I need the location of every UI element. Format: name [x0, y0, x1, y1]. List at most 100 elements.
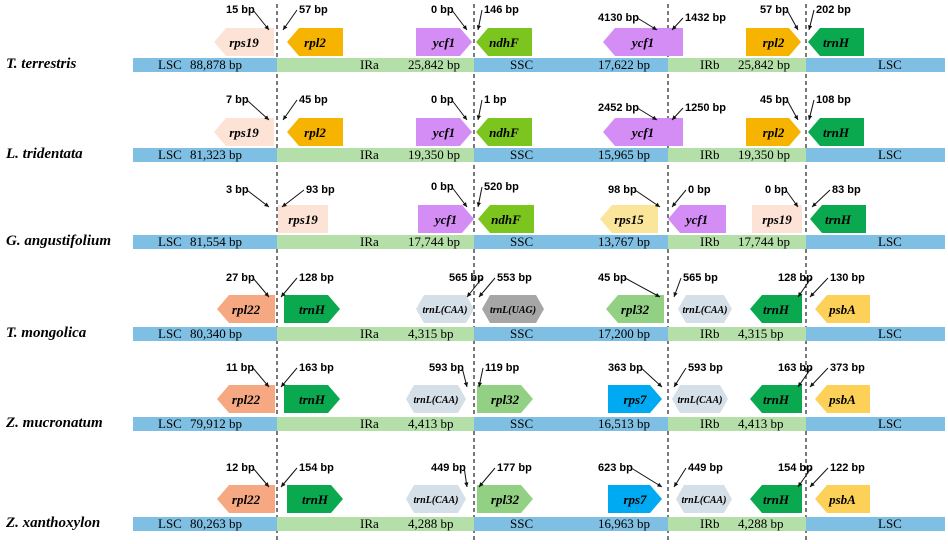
bp-arrow-head [810, 292, 815, 297]
ira-length: 4,315 bp [408, 326, 454, 341]
gene-label: rpl2 [763, 35, 785, 50]
species-name: Z. mucronatum [5, 415, 103, 431]
bp-label: 154 bp [299, 462, 334, 474]
gene-box [606, 295, 664, 323]
gene-box [214, 28, 274, 56]
bp-label: 449 bp [688, 462, 723, 474]
bp-label: 449 bp [431, 462, 466, 474]
bp-arrow-head [793, 25, 798, 30]
bp-arrow-head [652, 115, 657, 120]
ira-bar [277, 58, 474, 72]
gene-label: trnH [763, 492, 790, 507]
bp-label: 373 bp [830, 362, 865, 374]
lsc-length: 81,323 bp [190, 147, 242, 162]
gene-box [214, 118, 274, 146]
bp-arrow-head [798, 292, 803, 297]
gene-label: ycf1 [433, 212, 457, 227]
ssc-label: SSC [510, 326, 533, 341]
irb-length: 4,315 bp [738, 326, 784, 341]
bp-arrow-head [655, 292, 660, 297]
bp-arrow-head [810, 382, 815, 387]
bp-label: 202 bp [816, 4, 851, 16]
ira-length: 4,413 bp [408, 416, 454, 431]
ssc-label: SSC [510, 147, 533, 162]
ssc-length: 13,767 bp [598, 234, 650, 249]
gene-box [810, 205, 866, 233]
irb-length: 4,288 bp [738, 516, 784, 531]
gene-box [476, 28, 532, 56]
bp-arrow-head [462, 202, 467, 207]
gene-label: trnL(CAA) [413, 495, 458, 506]
bp-label: 146 bp [484, 4, 519, 16]
bp-arrow-head [264, 25, 269, 30]
gene-box [284, 295, 340, 323]
gene-box [477, 385, 533, 413]
bp-label: 3 bp [226, 184, 249, 196]
bp-arrow-line [630, 467, 663, 488]
ira-length: 19,350 bp [408, 147, 460, 162]
gene-box [287, 118, 343, 146]
bp-arrow-head [674, 482, 679, 487]
bp-arrow-head [283, 115, 288, 120]
gene-label: trnH [823, 35, 850, 50]
bp-label: 45 bp [598, 272, 627, 284]
gene-box [808, 28, 864, 56]
ssc-length: 16,963 bp [598, 516, 650, 531]
irb-label: IRb [700, 416, 720, 431]
gene-box [608, 385, 662, 413]
lsc-label: LSC [158, 234, 182, 249]
bp-arrow-head [655, 202, 660, 207]
bp-label: 0 bp [431, 4, 454, 16]
bp-label: 57 bp [299, 4, 328, 16]
irb-bar [668, 235, 806, 249]
ira-bar [277, 327, 474, 341]
ssc-label: SSC [510, 234, 533, 249]
bp-label: 45 bp [299, 94, 328, 106]
lsc-bar [133, 58, 277, 72]
bp-label: 98 bp [608, 184, 637, 196]
irb-bar [668, 58, 806, 72]
ssc-length: 16,513 bp [598, 416, 650, 431]
gene-box [217, 385, 275, 413]
bp-label: 57 bp [760, 4, 789, 16]
ira-label: IRa [360, 57, 379, 72]
bp-arrow-head [807, 115, 813, 120]
bp-arrow-head [476, 115, 482, 120]
gene-label: trnH [825, 212, 852, 227]
bp-arrow-head [657, 482, 662, 487]
bp-arrow-head [673, 292, 678, 297]
ira-length: 25,842 bp [408, 57, 460, 72]
bp-label: 1250 bp [685, 102, 726, 114]
bp-label: 83 bp [832, 184, 861, 196]
bp-arrow-head [463, 382, 469, 387]
ira-length: 17,744 bp [408, 234, 460, 249]
gene-label: trnL(UAG) [490, 305, 536, 316]
bp-label: 4130 bp [598, 12, 639, 24]
bp-arrow-line [634, 189, 661, 208]
bp-label: 0 bp [688, 184, 711, 196]
gene-box [482, 295, 544, 323]
bp-label: 565 bp [449, 272, 484, 284]
bp-arrow-head [672, 115, 677, 120]
ira-label: IRa [360, 416, 379, 431]
bp-arrow-head [479, 482, 484, 487]
gene-box [676, 485, 732, 513]
lsc-end-label: LSC [878, 147, 902, 162]
gene-box [750, 295, 802, 323]
species-name: T. mongolica [6, 325, 87, 341]
bp-label: 12 bp [226, 462, 255, 474]
bp-arrow-head [281, 292, 286, 297]
bp-arrow-head [476, 25, 482, 30]
gene-label: trnH [299, 392, 326, 407]
bp-arrow-head [282, 202, 287, 207]
ira-length: 4,288 bp [408, 516, 454, 531]
gene-label: trnL(CAA) [682, 305, 727, 316]
gene-box [217, 295, 275, 323]
bp-label: 108 bp [816, 94, 851, 106]
irb-label: IRb [700, 147, 720, 162]
gene-box [406, 385, 466, 413]
bp-label: 45 bp [760, 94, 789, 106]
bp-label: 363 bp [608, 362, 643, 374]
ssc-bar [474, 148, 668, 162]
irb-label: IRb [700, 326, 720, 341]
